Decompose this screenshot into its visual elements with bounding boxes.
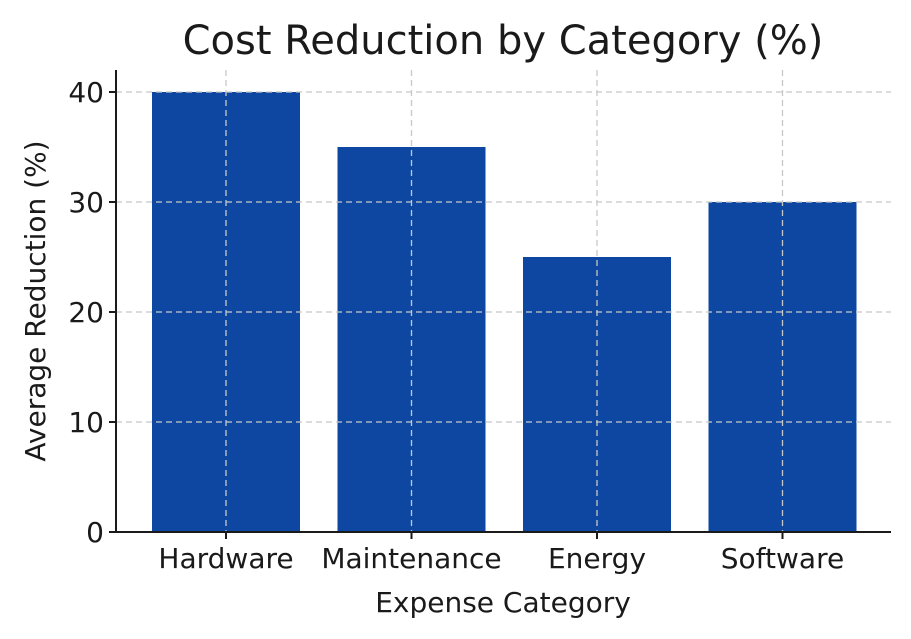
y-axis-label: Average Reduction (%) [19, 140, 52, 461]
y-tick-label: 40 [68, 76, 104, 109]
x-tick-label-hardware: Hardware [158, 542, 293, 575]
bar-software [708, 202, 857, 532]
x-tick-label-software: Software [721, 542, 844, 575]
y-tick-label: 0 [86, 516, 104, 549]
x-tick-label-energy: Energy [548, 542, 646, 575]
grid-layer [116, 70, 891, 532]
y-tick-label: 30 [68, 186, 104, 219]
y-tick-label: 20 [68, 296, 104, 329]
ticks-layer: 0 10 20 30 40 Hardware Maintenance Energy Softwa… [68, 76, 844, 575]
x-tick-label-maintenance: Maintenance [321, 542, 501, 575]
chart-title: Cost Reduction by Category (%) [183, 18, 824, 64]
x-axis-label: Expense Category [375, 586, 631, 619]
axes-layer [115, 70, 891, 533]
y-tick-label: 10 [68, 406, 104, 439]
